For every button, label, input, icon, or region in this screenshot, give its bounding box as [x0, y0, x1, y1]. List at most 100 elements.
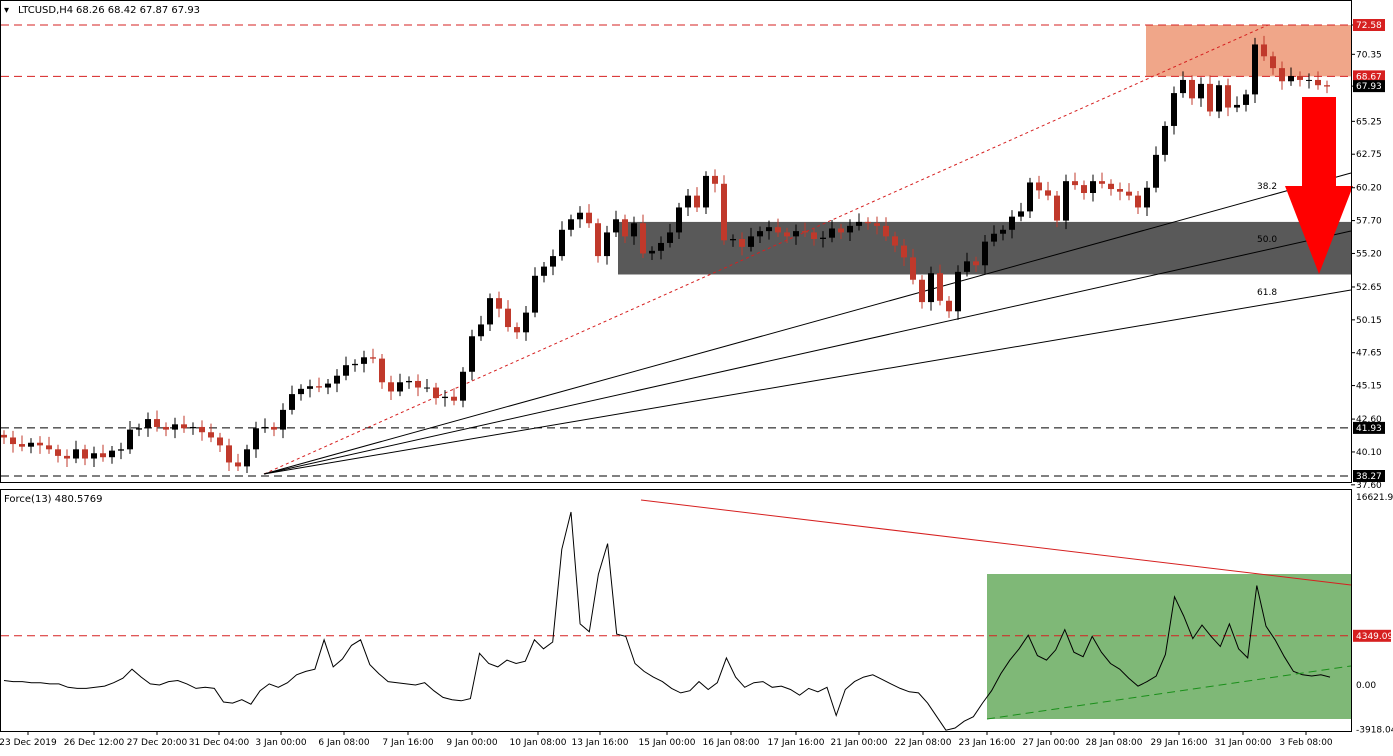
- time-axis-label: 23 Dec 2019: [0, 738, 57, 748]
- candle: [145, 412, 151, 437]
- candle: [1261, 35, 1267, 61]
- time-axis-label: 31 Jan 00:00: [1215, 738, 1272, 748]
- candle: [595, 218, 601, 263]
- candle-body: [1171, 93, 1177, 126]
- force-series-line: [3, 511, 1331, 731]
- candle: [1135, 191, 1141, 215]
- candle: [316, 377, 322, 393]
- price-axis-tick-label: 47.65: [1356, 349, 1382, 359]
- candle-body: [712, 175, 718, 184]
- candle: [1279, 61, 1285, 90]
- candle-body: [775, 227, 781, 233]
- candle: [496, 291, 502, 318]
- candle-body: [523, 312, 529, 333]
- candle: [559, 221, 565, 261]
- candle-body: [1324, 85, 1330, 87]
- candle-body: [892, 236, 898, 246]
- candle: [982, 235, 988, 274]
- candle: [793, 224, 799, 245]
- candle-body: [577, 212, 583, 220]
- time-axis-label: 17 Jan 16:00: [768, 738, 825, 748]
- candle: [1207, 75, 1213, 117]
- candle: [712, 169, 718, 193]
- price-marker-box: [1353, 70, 1385, 83]
- candle-body: [1, 434, 7, 438]
- candle: [838, 223, 844, 239]
- candle-body: [1243, 94, 1249, 105]
- candle-body: [370, 357, 376, 359]
- candle-body: [973, 261, 979, 266]
- candle-body: [1018, 211, 1024, 217]
- force-axis-tick-label: -3918.04: [1356, 725, 1393, 735]
- candle-body: [1261, 44, 1267, 57]
- force-support-trendline: [986, 665, 1352, 720]
- candle: [901, 238, 907, 266]
- candle-body: [1270, 56, 1276, 69]
- candle-body: [856, 221, 862, 226]
- price-marker-label: 41.93: [1356, 424, 1382, 434]
- fib-level-label-618: 61.8: [1257, 288, 1277, 298]
- candle-body: [748, 236, 754, 247]
- price-axis-tick-label: 42.60: [1356, 415, 1382, 425]
- main-panel-frame: [0, 0, 1352, 483]
- price-marker-box: [1353, 19, 1385, 31]
- candle-body: [154, 419, 160, 427]
- candle: [181, 415, 187, 433]
- price-marker-box: [1353, 80, 1385, 93]
- candle: [361, 350, 367, 373]
- candle: [1198, 77, 1204, 107]
- force-axis-tick-label: 16621.96: [1356, 493, 1393, 503]
- candle: [883, 217, 889, 241]
- time-axis-label: 13 Jan 16:00: [572, 738, 629, 748]
- candle: [604, 225, 610, 265]
- candle-body: [1306, 79, 1312, 81]
- candle: [775, 218, 781, 238]
- candle: [280, 403, 286, 439]
- candle: [622, 214, 628, 243]
- candle-body: [667, 232, 673, 243]
- candle: [865, 217, 871, 230]
- candle: [577, 206, 583, 228]
- candle-body: [73, 449, 79, 459]
- candle: [1297, 71, 1303, 87]
- candle: [919, 275, 925, 309]
- candle: [676, 202, 682, 239]
- candle: [28, 438, 34, 454]
- fib-fan-line: [263, 172, 1352, 475]
- candle-body: [1099, 181, 1105, 184]
- candle: [1162, 121, 1168, 162]
- candle-body: [226, 445, 232, 463]
- candle: [235, 453, 241, 472]
- candle: [568, 214, 574, 237]
- candle: [586, 204, 592, 228]
- candle-body: [928, 273, 934, 303]
- candle: [874, 216, 880, 235]
- candle-body: [406, 380, 412, 383]
- candle-body: [136, 428, 142, 430]
- candle: [136, 423, 142, 437]
- candle-body: [271, 426, 277, 430]
- price-marker-label: 72.58: [1356, 21, 1382, 31]
- candle: [118, 442, 124, 460]
- candle: [55, 444, 61, 463]
- candle-body: [1225, 85, 1231, 108]
- candle-body: [1198, 83, 1204, 99]
- time-axis-label: 31 Dec 04:00: [189, 738, 250, 748]
- candle: [703, 171, 709, 215]
- candle-body: [541, 266, 547, 276]
- candle-body: [766, 227, 772, 232]
- candle: [1126, 183, 1132, 201]
- candle-body: [1126, 191, 1132, 196]
- candle-body: [550, 256, 556, 267]
- candle-body: [568, 219, 574, 230]
- candle-body: [1315, 79, 1321, 86]
- candle: [811, 227, 817, 246]
- candle: [1117, 182, 1123, 201]
- candle: [343, 356, 349, 381]
- candle: [550, 249, 556, 276]
- candle-body: [478, 324, 484, 337]
- candle-body: [946, 300, 952, 312]
- candle-body: [1144, 187, 1150, 208]
- candle-body: [1207, 83, 1213, 112]
